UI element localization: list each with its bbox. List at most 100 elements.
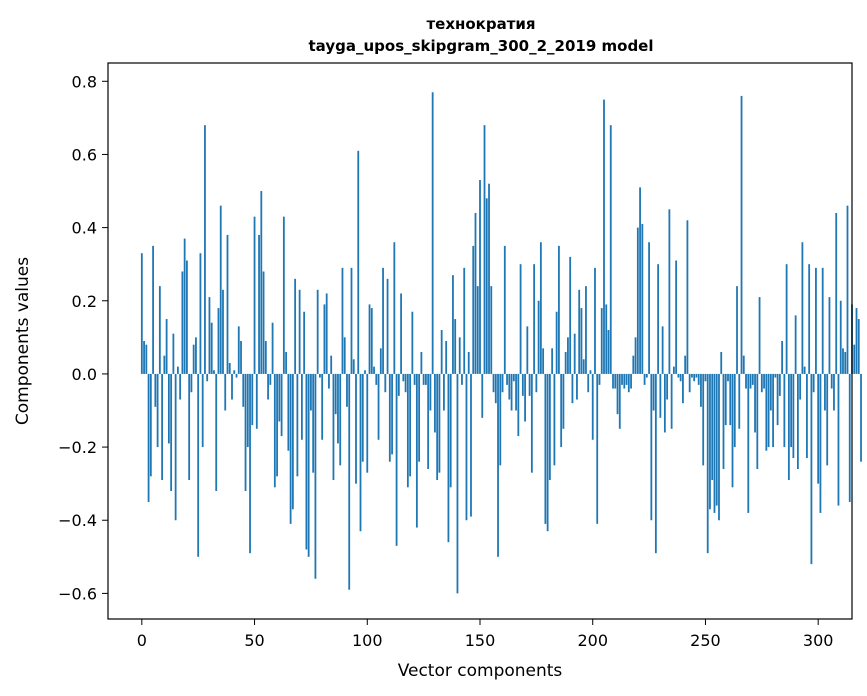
bar: [603, 99, 605, 374]
bar: [824, 373, 826, 411]
bar: [217, 308, 220, 374]
bar: [467, 351, 470, 374]
bar: [657, 264, 660, 374]
chart-subtitle: tayga_upos_skipgram_300_2_2019 model: [309, 37, 654, 55]
bar: [253, 216, 256, 374]
x-tick-label: 100: [352, 631, 383, 650]
bar: [458, 337, 461, 374]
bar: [213, 370, 215, 374]
bar: [778, 373, 781, 396]
bar: [558, 245, 560, 374]
bar: [684, 355, 687, 374]
y-axis-ticks: −0.6 −0.4 −0.2 0.0 0.2 0.4 0.6 0.8: [58, 72, 108, 603]
bar: [695, 373, 698, 378]
bar: [736, 286, 738, 374]
bar: [709, 373, 711, 510]
bar: [740, 95, 743, 374]
bar: [666, 373, 669, 400]
bar: [409, 373, 412, 477]
bar: [289, 373, 292, 524]
bar: [546, 373, 549, 532]
bar: [596, 373, 599, 524]
bar: [605, 304, 608, 374]
bar: [609, 125, 612, 374]
bar: [497, 373, 499, 557]
bar: [718, 373, 720, 521]
bar: [314, 373, 317, 579]
y-tick-label: 0.4: [72, 219, 97, 238]
bar: [158, 286, 161, 374]
bar: [542, 348, 545, 374]
bar: [654, 373, 657, 554]
bar: [560, 373, 563, 448]
bar: [564, 351, 567, 374]
bar: [278, 373, 281, 422]
bar: [140, 253, 143, 374]
bar: [846, 205, 849, 374]
bar: [727, 373, 729, 382]
bar: [161, 373, 164, 480]
bar: [769, 373, 772, 411]
bar: [195, 337, 197, 374]
bar: [682, 373, 684, 404]
bar: [787, 373, 790, 480]
bar: [636, 227, 639, 374]
bar: [587, 373, 590, 393]
bar: [517, 373, 520, 437]
bar: [535, 373, 538, 393]
bar: [630, 373, 632, 389]
bar: [240, 341, 242, 374]
bar: [585, 286, 587, 374]
bar: [328, 373, 330, 389]
bar: [310, 373, 312, 411]
bar: [512, 373, 515, 382]
bar: [355, 373, 357, 484]
bar: [569, 256, 572, 374]
bar: [359, 373, 362, 532]
bar: [282, 216, 285, 374]
bar: [488, 183, 490, 374]
bar: [555, 311, 558, 374]
bar: [181, 271, 184, 374]
bar: [751, 373, 754, 385]
bar: [551, 348, 554, 374]
bar: [533, 264, 536, 374]
bar: [267, 373, 269, 400]
x-tick-label: 250: [690, 631, 721, 650]
bar: [643, 373, 646, 385]
bar: [366, 373, 369, 473]
bar: [176, 366, 179, 374]
bar: [792, 373, 795, 459]
bar: [424, 373, 427, 385]
bar: [821, 267, 824, 374]
bar: [607, 330, 610, 374]
bar: [183, 238, 186, 374]
bar: [296, 373, 299, 477]
bar: [210, 322, 213, 374]
bar: [632, 355, 635, 374]
bar: [350, 267, 353, 374]
bar: [237, 326, 240, 374]
bar: [244, 373, 247, 491]
bar: [269, 373, 272, 385]
bar: [434, 373, 436, 433]
bar: [172, 333, 175, 374]
bar: [600, 308, 603, 374]
y-tick-label: 0.2: [72, 292, 97, 311]
bar: [567, 337, 569, 374]
bar: [377, 373, 380, 440]
bar: [456, 373, 459, 594]
bar: [224, 373, 227, 411]
bar: [156, 373, 159, 448]
bar: [312, 373, 315, 473]
bar: [731, 373, 734, 488]
bar: [449, 373, 452, 488]
bar: [280, 373, 283, 437]
bar: [528, 373, 531, 396]
bar: [271, 322, 274, 374]
bar: [386, 278, 389, 374]
bar: [562, 373, 565, 429]
bar: [474, 212, 477, 374]
bar: [321, 373, 324, 440]
chart-title: технократия: [426, 15, 535, 33]
